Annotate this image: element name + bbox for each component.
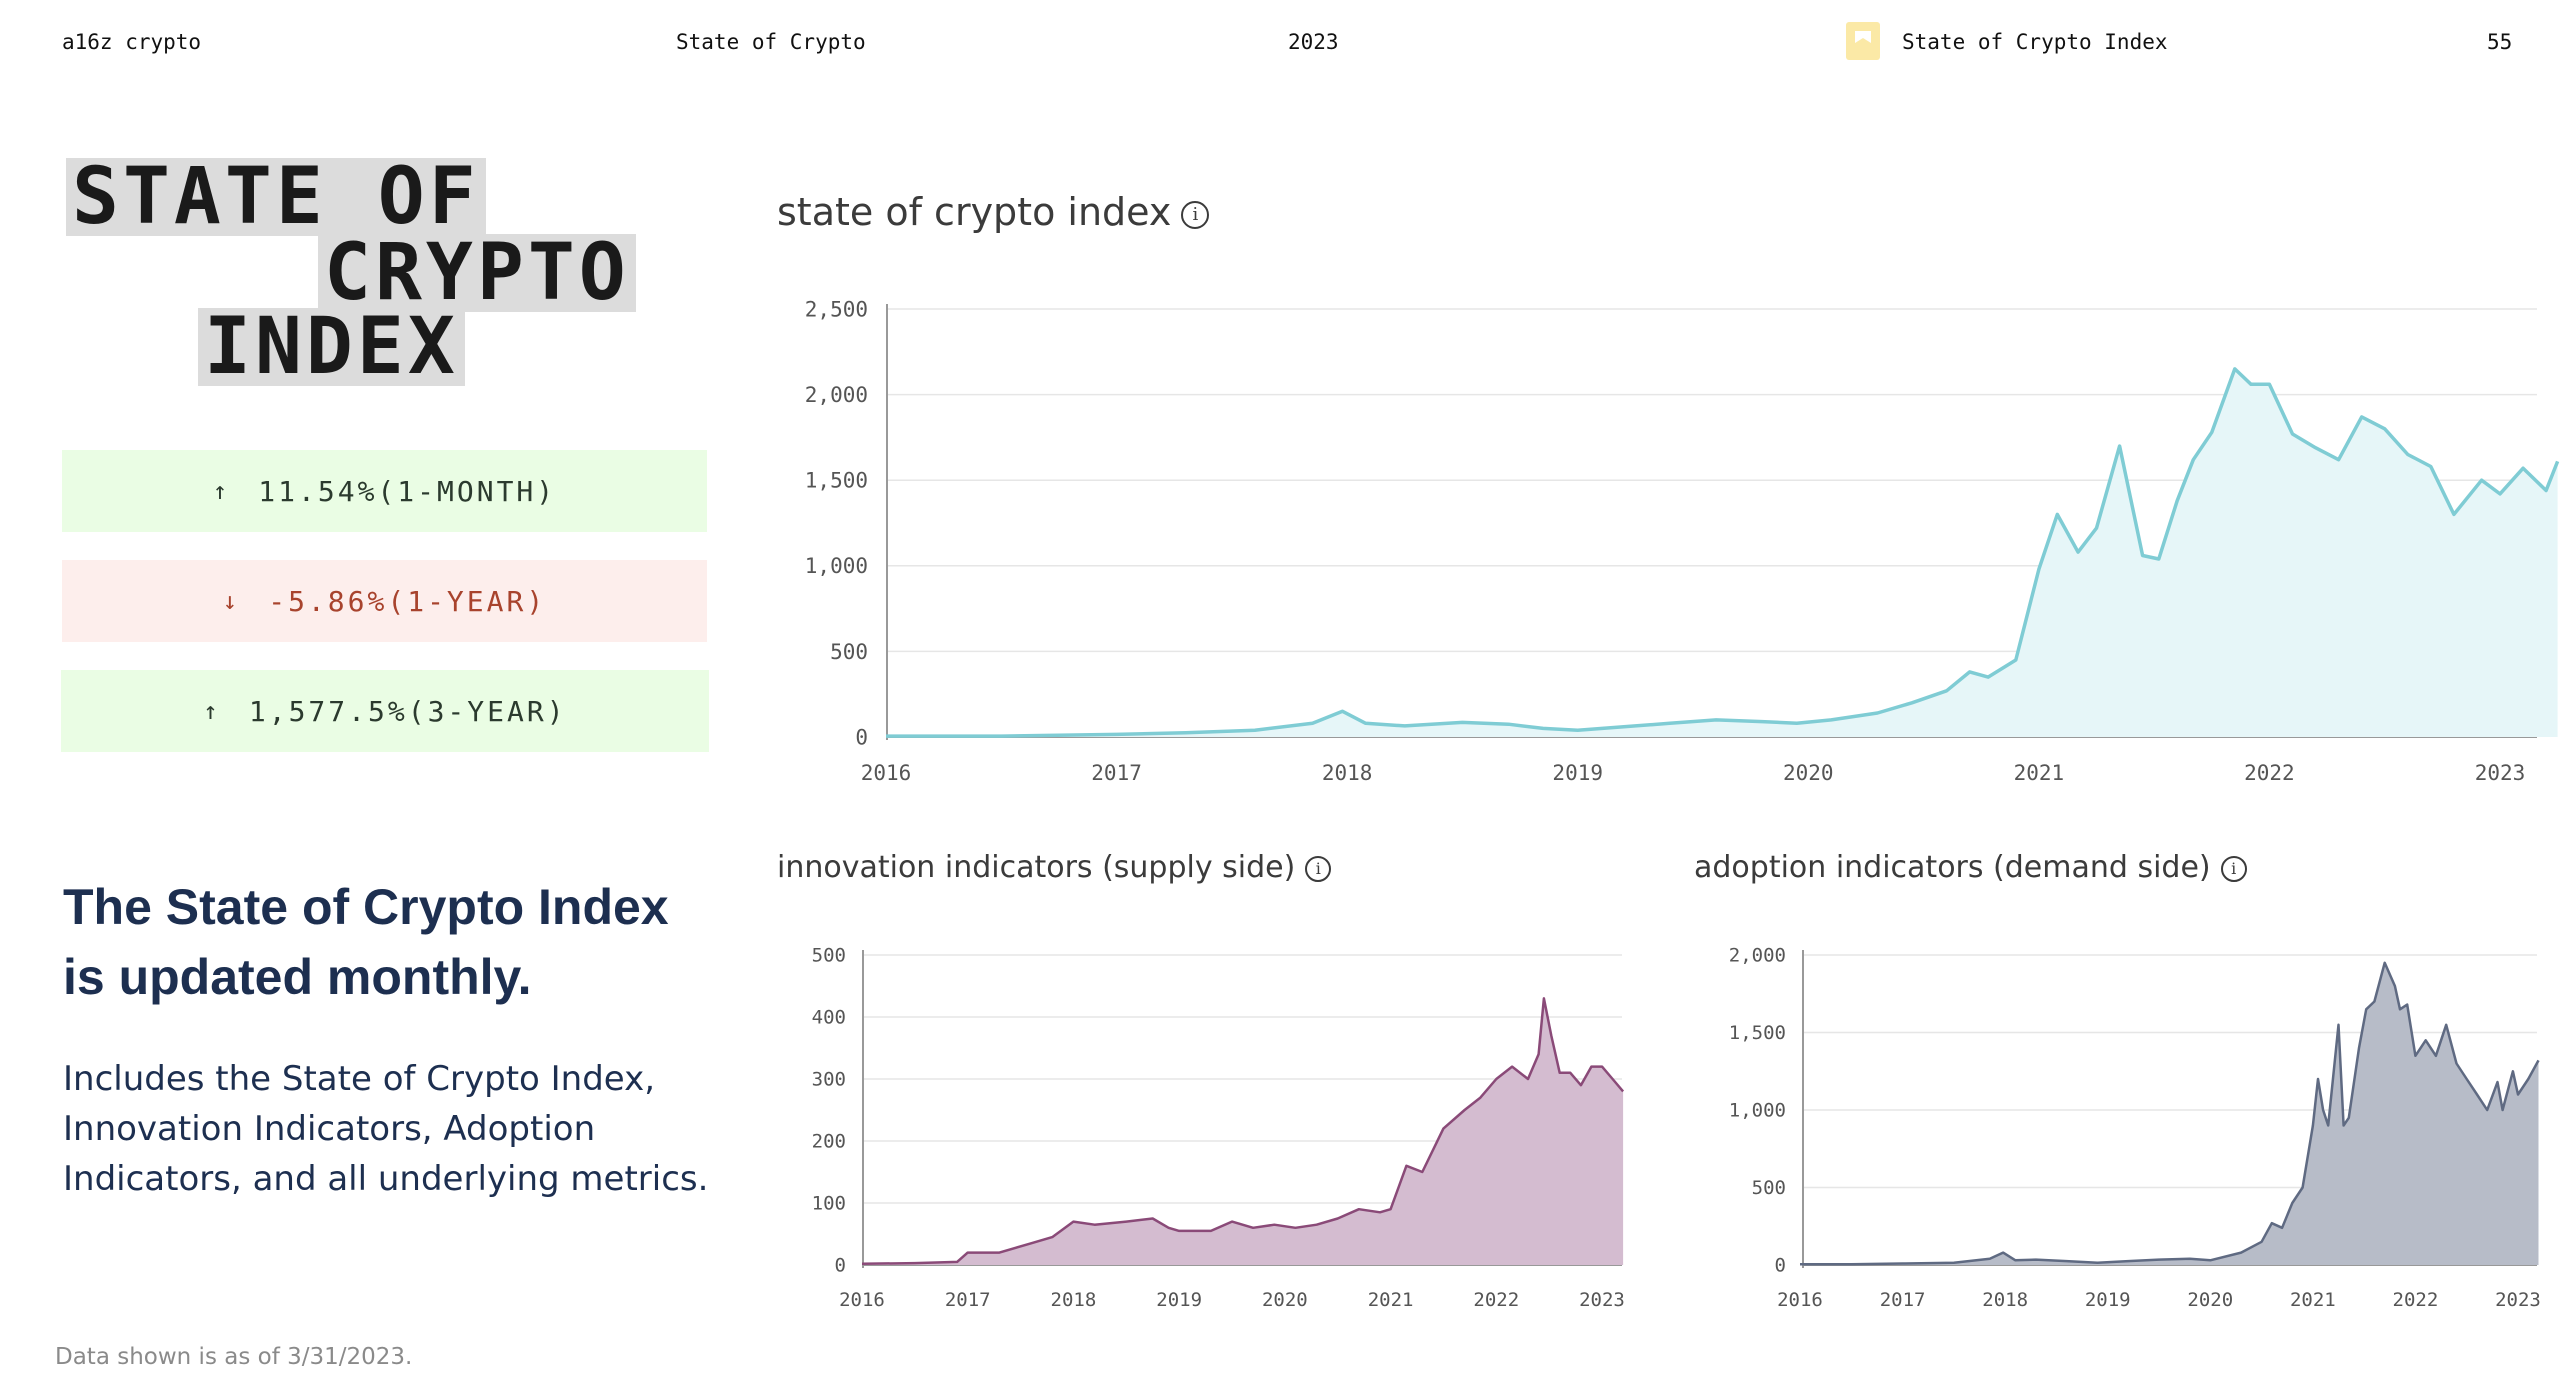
index-y-tick-label: 500 [830,640,868,664]
demand-y-tick-label: 0 [1775,1255,1786,1277]
index-x-tick-label: 2017 [1091,761,1142,785]
index-y-tick-label: 1,500 [805,469,868,493]
arrow-down-icon: ↓ [222,587,241,615]
demand-series-line [1800,961,2540,1266]
supply-x-tick-label: 2020 [1262,1289,1308,1311]
stat-value: 11.54%(1-MONTH) [258,474,557,508]
supply-chart-title: innovation indicators (supply side) i [777,850,1332,885]
stat-value: -5.86%(1-YEAR) [268,584,547,618]
headline: The State of Crypto Index is updated mon… [63,879,669,1005]
supply-x-tick-label: 2022 [1473,1289,1519,1311]
index-y-tick-label: 0 [855,725,868,749]
index-x-tick-label: 2018 [1322,761,1373,785]
demand-x-tick-label: 2021 [2290,1289,2336,1311]
index-x-tick-label: 2023 [2475,761,2526,785]
demand-chart-title-text: adoption indicators (demand side) [1694,850,2211,885]
demand-y-tick-label: 1,500 [1729,1022,1786,1044]
arrow-up-icon: ↑ [212,477,231,505]
index-x-tick-label: 2020 [1783,761,1834,785]
supply-y-tick-label: 300 [812,1069,846,1091]
demand-series-area [1800,962,2539,1265]
supply-x-tick-label: 2019 [1156,1289,1202,1311]
stat-3-year: ↑ 1,577.5%(3-YEAR) [61,670,709,752]
supply-series-line [861,997,1625,1266]
index-y-tick-label: 2,000 [805,383,868,407]
supply-y-tick-label: 0 [835,1255,846,1277]
demand-y-tick-label: 1,000 [1729,1100,1786,1122]
header-report: State of Crypto [676,30,866,54]
supply-y-tick-label: 200 [812,1131,846,1153]
info-icon[interactable]: i [2220,855,2247,882]
header-year: 2023 [1288,30,1339,54]
arrow-up-icon: ↑ [203,697,221,725]
demand-x-tick-label: 2017 [1880,1289,1926,1311]
demand-y-tick-label: 2,000 [1729,945,1786,967]
header-brand: a16z crypto [62,30,202,54]
body-text: Includes the State of Crypto Index, Inno… [63,1059,709,1199]
demand-x-tick-label: 2019 [2085,1289,2131,1311]
info-icon[interactable]: i [1181,200,1210,229]
supply-y-tick-label: 100 [812,1193,846,1215]
supply-x-tick-label: 2023 [1579,1289,1625,1311]
header-section: State of Crypto Index [1902,30,2168,54]
demand-x-tick-label: 2020 [2187,1289,2233,1311]
demand-x-tick-label: 2023 [2495,1289,2541,1311]
index-y-tick-label: 1,000 [805,554,868,578]
page-number: 55 [2487,30,2513,54]
demand-chart-title: adoption indicators (demand side) i [1694,850,2247,885]
supply-x-tick-label: 2018 [1051,1289,1097,1311]
index-x-tick-label: 2019 [1552,761,1603,785]
index-chart-title: state of crypto index i [777,190,1210,234]
index-y-tick-label: 2,500 [805,297,868,321]
demand-x-tick-label: 2016 [1777,1289,1823,1311]
index-chart-title-text: state of crypto index [777,190,1172,234]
supply-y-tick-label: 500 [812,945,846,967]
stat-1-month: ↑ 11.54%(1-MONTH) [62,450,707,532]
title-line-2: CRYPTO [318,234,636,312]
supply-chart-title-text: innovation indicators (supply side) [777,850,1296,885]
bookmark-icon [1846,22,1880,60]
stat-1-year: ↓ -5.86%(1-YEAR) [62,560,707,642]
demand-y-tick-label: 500 [1752,1177,1786,1199]
supply-series-area [862,998,1624,1265]
index-x-tick-label: 2021 [2014,761,2065,785]
supply-x-tick-label: 2017 [945,1289,991,1311]
stat-value: 1,577.5%(3-YEAR) [248,694,567,728]
supply-y-tick-label: 400 [812,1007,846,1029]
supply-x-tick-label: 2016 [839,1289,885,1311]
title-line-1: STATE OF [66,158,486,236]
supply-x-tick-label: 2021 [1368,1289,1414,1311]
demand-x-tick-label: 2022 [2393,1289,2439,1311]
demand-x-tick-label: 2018 [1982,1289,2028,1311]
index-series-line [886,367,2560,738]
index-x-tick-label: 2022 [2244,761,2295,785]
index-series-area [886,368,2558,737]
title-line-3: INDEX [198,308,465,386]
footnote: Data shown is as of 3/31/2023. [55,1344,413,1370]
info-icon[interactable]: i [1305,855,1332,882]
index-x-tick-label: 2016 [861,761,912,785]
